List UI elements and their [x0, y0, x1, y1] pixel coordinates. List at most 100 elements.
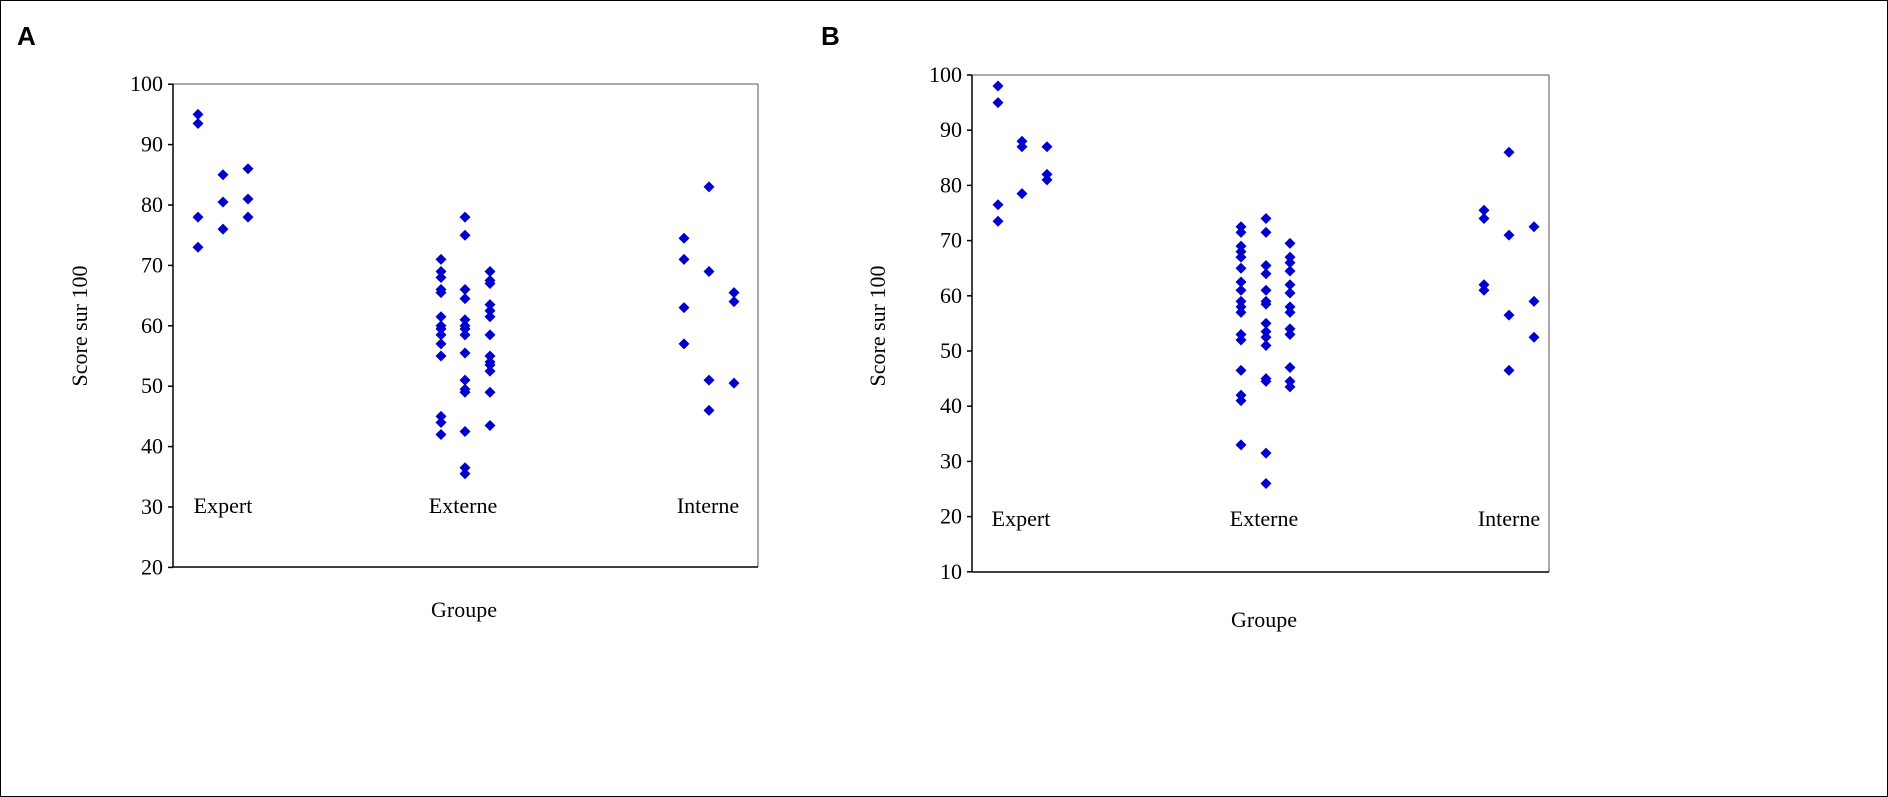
- data-point: [484, 350, 496, 362]
- data-point: [992, 97, 1004, 109]
- data-point: [484, 299, 496, 311]
- data-point: [435, 311, 447, 323]
- data-point: [192, 108, 204, 120]
- data-point: [435, 329, 447, 341]
- data-point: [728, 377, 740, 389]
- data-point: [242, 211, 254, 223]
- y-tick-label: 30: [940, 448, 962, 473]
- data-point: [678, 338, 690, 350]
- data-point: [435, 410, 447, 422]
- data-point: [1260, 268, 1272, 280]
- data-point: [435, 416, 447, 428]
- data-point: [192, 241, 204, 253]
- y-tick-label: 10: [940, 559, 962, 584]
- data-point: [1284, 279, 1296, 291]
- data-point: [1284, 362, 1296, 374]
- y-tick-label: 80: [940, 172, 962, 197]
- data-point: [1503, 309, 1515, 321]
- data-point: [1260, 213, 1272, 225]
- data-point: [1235, 395, 1247, 407]
- panel-label-a: A: [17, 21, 36, 51]
- data-point: [992, 80, 1004, 92]
- data-point: [1284, 265, 1296, 277]
- data-point: [459, 468, 471, 480]
- y-axis-title: Score sur 100: [67, 266, 92, 387]
- y-tick-label: 20: [940, 504, 962, 529]
- data-point: [1503, 229, 1515, 241]
- data-point: [484, 278, 496, 290]
- data-point: [992, 199, 1004, 211]
- data-point: [484, 311, 496, 323]
- data-point: [1284, 257, 1296, 269]
- data-point: [1016, 135, 1028, 147]
- data-point: [1260, 477, 1272, 489]
- data-point: [1260, 298, 1272, 310]
- data-point: [1235, 226, 1247, 238]
- y-tick-label: 80: [141, 192, 163, 217]
- data-point: [1016, 188, 1028, 200]
- y-tick-label: 30: [141, 494, 163, 519]
- y-tick-label: 20: [141, 554, 163, 579]
- data-point: [192, 117, 204, 129]
- data-point: [435, 287, 447, 299]
- data-point: [1260, 259, 1272, 271]
- data-point: [1235, 306, 1247, 318]
- y-tick-label: 40: [940, 393, 962, 418]
- data-point: [459, 323, 471, 335]
- data-point: [703, 181, 715, 193]
- data-point: [1016, 141, 1028, 153]
- data-point: [1260, 339, 1272, 351]
- data-point: [1235, 262, 1247, 274]
- data-point: [1235, 246, 1247, 258]
- x-axis-title: Groupe: [1231, 607, 1297, 632]
- y-tick-label: 60: [141, 313, 163, 338]
- plot-area-b: 10 20 30 40 50 60 70 80 90 100 Expert Externe Intern…: [865, 62, 1550, 632]
- data-point: [1041, 141, 1053, 153]
- y-tick-label: 100: [130, 71, 163, 96]
- data-point: [1260, 326, 1272, 338]
- data-point: [1235, 295, 1247, 307]
- y-tick-label: 50: [940, 338, 962, 363]
- data-point: [1284, 287, 1296, 299]
- y-tick-label: 100: [929, 62, 962, 87]
- data-point: [435, 338, 447, 350]
- y-tick-label: 40: [141, 434, 163, 459]
- data-point: [1284, 323, 1296, 335]
- y-tick-label: 60: [940, 283, 962, 308]
- y-tick-label: 90: [940, 117, 962, 142]
- data-point: [1528, 331, 1540, 343]
- data-point: [1235, 334, 1247, 346]
- data-point: [484, 359, 496, 371]
- data-point: [703, 404, 715, 416]
- data-point: [459, 314, 471, 326]
- data-point: [217, 196, 229, 208]
- data-point: [459, 229, 471, 241]
- data-point: [1284, 328, 1296, 340]
- data-point: [435, 323, 447, 335]
- data-point: [678, 232, 690, 244]
- data-point: [1041, 168, 1053, 180]
- data-point: [703, 374, 715, 386]
- data-point: [1528, 221, 1540, 233]
- category-label-expert: Expert: [992, 506, 1051, 531]
- data-point: [1235, 301, 1247, 313]
- data-point: [435, 271, 447, 283]
- data-point: [459, 462, 471, 474]
- data-point: [1284, 306, 1296, 318]
- y-axis-title: Score sur 100: [865, 266, 890, 387]
- data-point: [1041, 174, 1053, 186]
- data-point: [484, 419, 496, 431]
- data-point: [1503, 146, 1515, 158]
- data-point: [1284, 381, 1296, 393]
- data-point: [242, 163, 254, 175]
- data-point: [435, 429, 447, 441]
- x-axis-title: Groupe: [431, 597, 497, 622]
- data-point: [1478, 279, 1490, 291]
- data-point: [1235, 284, 1247, 296]
- data-point: [459, 426, 471, 437]
- data-point: [1260, 226, 1272, 238]
- data-point: [435, 265, 447, 277]
